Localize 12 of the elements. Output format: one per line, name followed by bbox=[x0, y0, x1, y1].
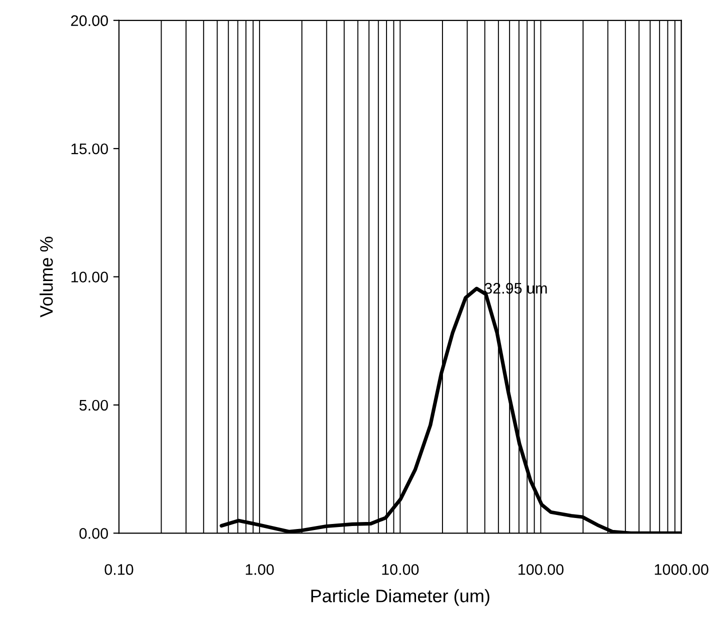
y-tick-label: 15.00 bbox=[71, 143, 108, 154]
y-tick-label: 10.00 bbox=[71, 272, 108, 282]
x-tick-label: 10.00 bbox=[382, 564, 419, 575]
y-tick-label: 5.00 bbox=[79, 400, 108, 411]
y-tick-label: 0.00 bbox=[79, 528, 108, 539]
x-tick-label: 0.10 bbox=[104, 564, 134, 575]
x-tick-label: 100.00 bbox=[518, 564, 564, 575]
x-tick-label: 1.00 bbox=[246, 564, 274, 575]
y-tick-label: 20.00 bbox=[71, 15, 108, 26]
x-tick-label: 1000.00 bbox=[654, 564, 708, 575]
x-axis-title: Particle Diameter (um) bbox=[311, 589, 490, 606]
y-axis-title: Volume % bbox=[40, 236, 53, 318]
